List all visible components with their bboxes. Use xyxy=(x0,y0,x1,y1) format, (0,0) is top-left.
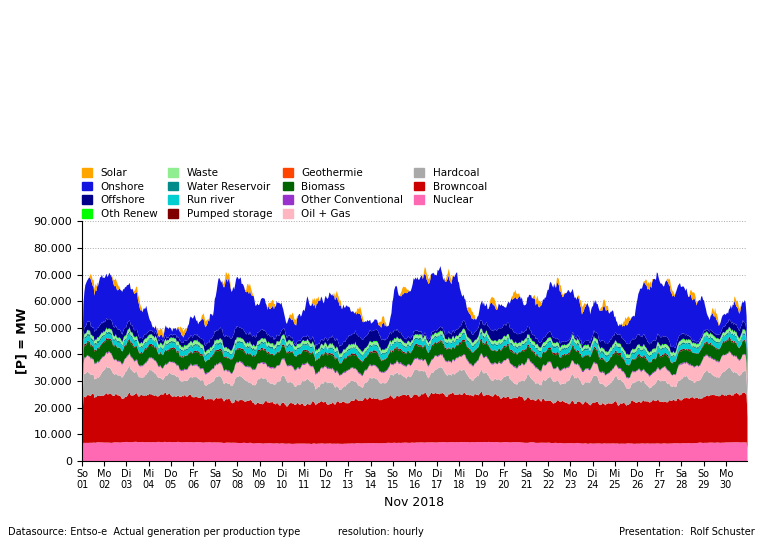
Text: Presentation:  Rolf Schuster: Presentation: Rolf Schuster xyxy=(619,527,754,537)
Text: Datasource: Entso-e  Actual generation per production type: Datasource: Entso-e Actual generation pe… xyxy=(8,527,300,537)
Y-axis label: [P] = MW: [P] = MW xyxy=(15,308,28,374)
X-axis label: Nov 2018: Nov 2018 xyxy=(385,496,444,509)
Text: resolution: hourly: resolution: hourly xyxy=(338,527,424,537)
Legend: Solar, Onshore, Offshore, Oth Renew, Waste, Water Reservoir, Run river, Pumped s: Solar, Onshore, Offshore, Oth Renew, Was… xyxy=(82,168,487,219)
